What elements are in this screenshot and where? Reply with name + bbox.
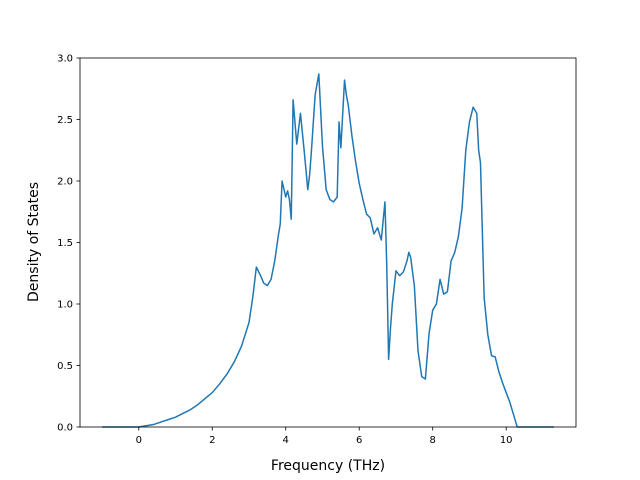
y-tick-label: 0.5	[57, 361, 73, 372]
x-tick-label: 2	[209, 435, 215, 446]
y-axis-label: Density of States	[26, 182, 42, 302]
y-axis: 0.0 0.5 1.0 1.5 2.0 2.5 3.0	[57, 54, 80, 434]
x-tick-label: 4	[283, 435, 289, 446]
x-tick-label: 6	[356, 435, 362, 446]
y-tick-label: 1.0	[57, 300, 73, 311]
y-tick-label: 0.0	[57, 423, 73, 434]
plot-area	[102, 73, 554, 428]
y-tick-label: 3.0	[57, 54, 73, 65]
x-tick-label: 10	[500, 435, 513, 446]
axes-frame	[79, 57, 577, 428]
x-axis-label: Frequency (THz)	[271, 458, 385, 474]
y-tick-label: 2.0	[57, 177, 73, 188]
series-line-0	[102, 73, 554, 428]
x-axis: 0 2 4 6 8 10	[136, 427, 513, 446]
x-tick-label: 0	[136, 435, 142, 446]
x-tick-label: 8	[430, 435, 436, 446]
y-tick-label: 2.5	[57, 115, 73, 126]
y-tick-label: 1.5	[57, 238, 73, 249]
